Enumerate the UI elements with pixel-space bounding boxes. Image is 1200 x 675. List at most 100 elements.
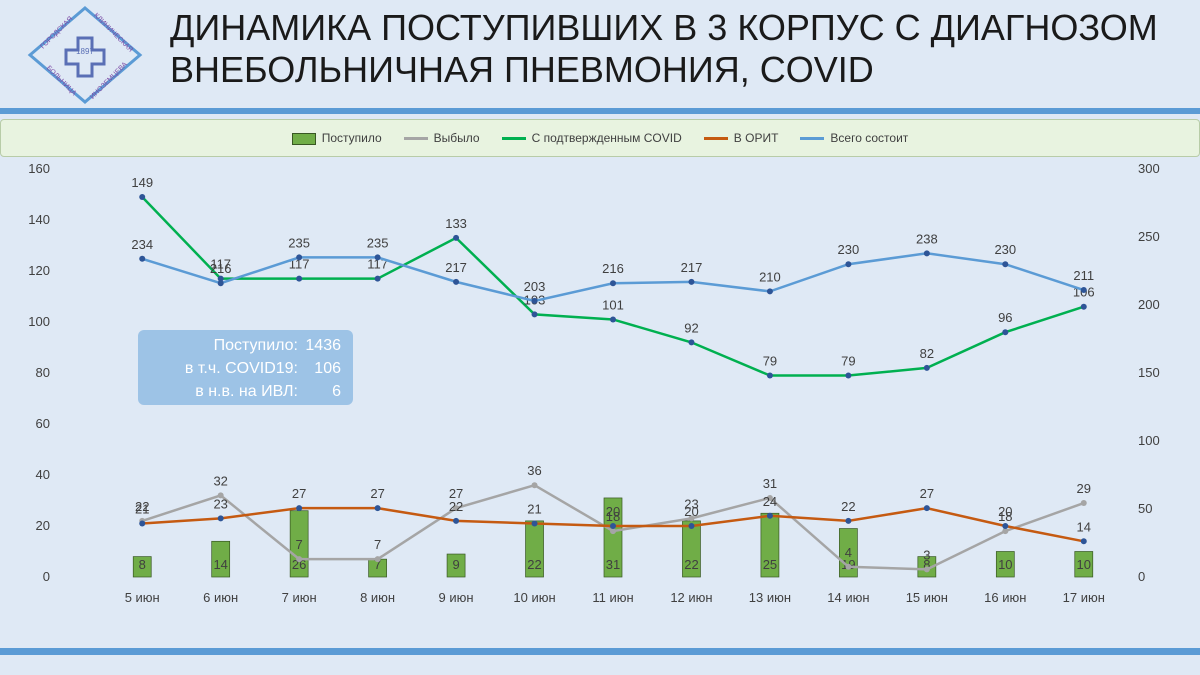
data-label: 22	[527, 557, 541, 572]
point	[688, 515, 695, 522]
point	[374, 275, 381, 282]
legend-item: Поступило	[291, 131, 382, 145]
legend-item: Всего состоит	[800, 131, 908, 145]
data-label: 31	[606, 557, 620, 572]
data-label: 20	[998, 504, 1012, 519]
chart-title: ВНЕБОЛЬНИЧНАЯ ПНЕВМОНИЯ, COVID	[170, 49, 874, 90]
logo-word: ИНОЗЕМЦЕВА	[89, 61, 129, 101]
bar	[446, 553, 466, 578]
y2-tick-label: 50	[1138, 501, 1152, 516]
x-tick-label: 6 июн	[203, 590, 238, 605]
data-label: 14	[213, 557, 227, 572]
point	[139, 255, 146, 262]
data-label: 22	[135, 499, 149, 514]
point	[1002, 329, 1009, 336]
logo-word: КЛИНИЧЕСКАЯ	[92, 12, 134, 54]
point	[688, 339, 695, 346]
data-label: 23	[684, 496, 698, 511]
point	[217, 280, 224, 287]
point	[845, 517, 852, 524]
logo: 1897 ГОРОДСКАЯ КЛИНИЧЕСКАЯ БОЛЬНИЦА ИНОЗ…	[27, 6, 143, 104]
x-tick-label: 10 июн	[513, 590, 555, 605]
bar	[132, 556, 152, 578]
x-tick-label: 15 июн	[906, 590, 948, 605]
top-stripe	[0, 108, 1200, 114]
point	[610, 528, 616, 535]
y2-tick-label: 100	[1138, 433, 1160, 448]
data-label: 18	[998, 509, 1012, 524]
point	[1080, 538, 1087, 545]
legend-swatch	[800, 137, 825, 141]
data-label: 230	[838, 242, 860, 257]
data-label: 217	[681, 260, 703, 275]
point	[1080, 287, 1087, 294]
logo-word: ГОРОДСКАЯ	[40, 16, 75, 51]
data-label: 32	[213, 473, 227, 488]
x-tick-label: 17 июн	[1063, 590, 1105, 605]
point	[453, 234, 460, 241]
data-label: 18	[606, 509, 620, 524]
data-label: 82	[920, 346, 934, 361]
legend-item: В ОРИТ	[703, 131, 778, 145]
annotation-value: 6	[332, 383, 341, 400]
point	[217, 515, 224, 522]
data-label: 230	[994, 242, 1016, 257]
data-label: 3	[923, 547, 930, 562]
y-tick-label: 140	[28, 212, 50, 227]
data-label: 22	[449, 499, 463, 514]
point	[374, 556, 381, 563]
x-tick-label: 8 июн	[360, 590, 395, 605]
data-label: 24	[763, 494, 777, 509]
annotation-box: Поступило: 1436 в т.ч. COVID19: 106 в н.в. н…	[138, 330, 353, 405]
data-label: 235	[288, 235, 310, 250]
data-label: 14	[1077, 519, 1091, 534]
point	[531, 482, 538, 489]
data-label: 7	[374, 537, 381, 552]
data-label: 8	[923, 557, 930, 572]
point	[1080, 303, 1087, 310]
legend: Поступило Выбыло С подтвержденным COVID В О…	[0, 119, 1200, 157]
data-label: 21	[527, 501, 541, 516]
data-label: 235	[367, 235, 389, 250]
data-label: 133	[445, 216, 467, 231]
y-tick-label: 100	[28, 314, 50, 329]
legend-item: С подтвержденным COVID	[501, 131, 682, 145]
data-label: 96	[998, 310, 1012, 325]
x-tick-label: 12 июн	[670, 590, 712, 605]
legend-label: Поступило	[321, 131, 382, 145]
y2-tick-label: 250	[1138, 229, 1160, 244]
legend-swatch	[703, 137, 728, 141]
bar	[211, 540, 231, 578]
point	[766, 372, 773, 379]
data-label: 117	[367, 257, 388, 272]
data-label: 8	[139, 557, 146, 572]
point	[139, 520, 146, 527]
y2-tick-label: 0	[1138, 569, 1145, 584]
point	[296, 505, 303, 512]
data-label: 238	[916, 231, 938, 246]
annotation-label: Поступило:	[214, 337, 298, 354]
data-label: 149	[131, 175, 153, 190]
annotation-bg	[138, 330, 353, 405]
point	[610, 523, 616, 529]
data-label: 22	[684, 557, 698, 572]
data-label: 20	[684, 504, 698, 519]
y-tick-label: 20	[36, 518, 50, 533]
data-label: 27	[449, 486, 463, 501]
y-tick-label: 80	[36, 365, 50, 380]
point	[610, 280, 616, 287]
y-tick-label: 60	[36, 416, 50, 431]
point	[453, 505, 460, 512]
point	[610, 316, 616, 323]
data-label: 21	[135, 501, 149, 516]
bar	[1074, 551, 1094, 578]
x-tick-label: 14 июн	[827, 590, 869, 605]
logo-frame	[27, 6, 143, 104]
data-label: 22	[841, 499, 855, 514]
point	[923, 505, 930, 512]
bar	[839, 528, 858, 578]
point	[531, 520, 538, 527]
data-label: 27	[920, 486, 934, 501]
point	[766, 288, 773, 295]
